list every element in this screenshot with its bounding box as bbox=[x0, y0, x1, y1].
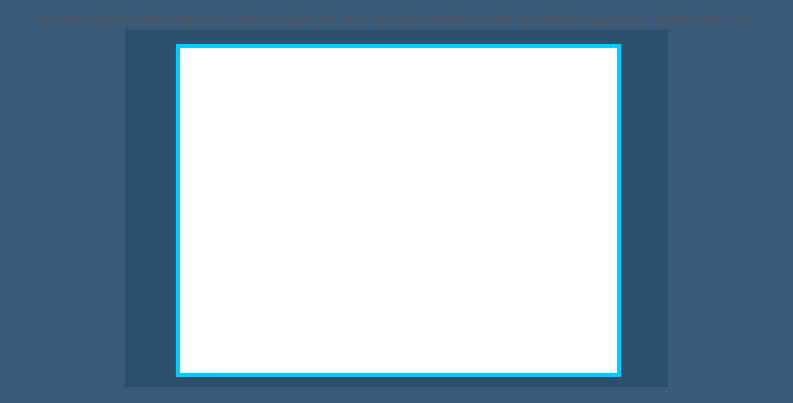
Text: $dX_2$: $dX_2$ bbox=[222, 162, 266, 189]
Text: $= -3X_1 + X_2 + 4r$: $= -3X_1 + X_2 + 4r$ bbox=[293, 106, 519, 132]
Text: For the system with input r(t) and output y(t) that are described by the followi: For the system with input r(t) and outpu… bbox=[36, 14, 757, 27]
Text: $dX_1$: $dX_1$ bbox=[222, 70, 266, 97]
Text: $= -2X_1 - r$: $= -2X_1 - r$ bbox=[293, 197, 443, 224]
Text: $y = X_1 - 2X_2$: $y = X_1 - 2X_2$ bbox=[244, 286, 395, 313]
Text: $dt$: $dt$ bbox=[230, 232, 259, 256]
Text: $dt$: $dt$ bbox=[230, 140, 259, 164]
